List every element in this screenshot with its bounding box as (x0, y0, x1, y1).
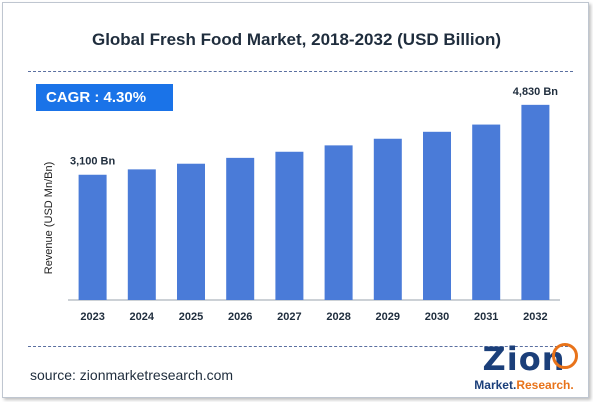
bottom-divider (28, 346, 573, 347)
bar-2028 (324, 145, 353, 300)
bar-2024 (127, 169, 156, 300)
bar-2025 (177, 163, 205, 300)
chart-title: Global Fresh Food Market, 2018-2032 (USD… (91, 30, 502, 49)
x-tick-label: 2026 (228, 311, 252, 323)
x-tick-label: 2030 (425, 311, 449, 323)
logo-sub-right: Research. (516, 378, 574, 392)
source-text: source: zionmarketresearch.com (30, 367, 234, 383)
bar-2032 (521, 104, 550, 301)
x-tick-label: 2028 (326, 311, 350, 323)
x-tick-label: 2023 (80, 311, 104, 323)
x-tick-label: 2031 (474, 311, 498, 323)
x-tick-label: 2027 (277, 311, 301, 323)
x-tick-label: 2024 (130, 311, 155, 323)
bar-2031 (472, 124, 501, 300)
logo-circle-icon (552, 343, 578, 369)
logo-subtitle: Market.Research. (468, 378, 580, 392)
bar-2023 (78, 174, 107, 300)
top-divider (28, 71, 573, 72)
bar-2026 (226, 157, 255, 300)
x-tick-label: 2032 (523, 311, 547, 323)
logo-word: Zion (482, 340, 566, 378)
bar-2030 (423, 131, 451, 300)
cagr-badge: CAGR : 4.30% (36, 84, 173, 111)
bar-2029 (373, 138, 402, 300)
data-label-2023: 3,100 Bn (70, 156, 116, 168)
data-label-2032: 4,830 Bn (513, 86, 559, 98)
zion-logo: Zion Market.Research. (468, 340, 580, 396)
x-tick-label: 2029 (376, 311, 400, 323)
logo-sub-left: Market. (474, 378, 517, 392)
bar-2027 (275, 151, 304, 300)
x-tick-label: 2025 (179, 311, 203, 323)
